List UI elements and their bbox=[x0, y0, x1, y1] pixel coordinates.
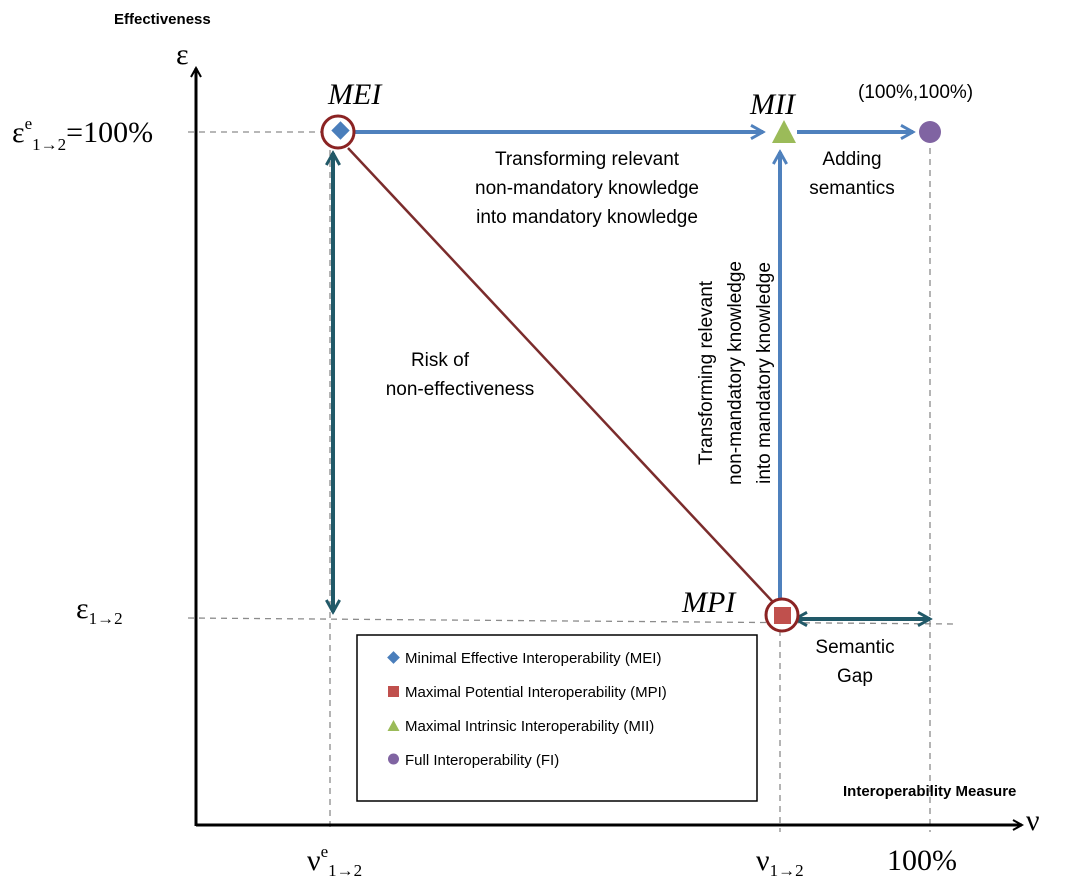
annotation-gap-line1: Semantic bbox=[815, 637, 894, 658]
y-axis-title: Effectiveness bbox=[114, 11, 211, 28]
legend-label-mpi: Maximal Potential Interoperability (MPI) bbox=[405, 684, 667, 701]
annotation-top-line3: into mandatory knowledge bbox=[476, 207, 698, 228]
x-left-sub: 1→2 bbox=[328, 861, 362, 880]
legend-label-mii: Maximal Intrinsic Interoperability (MII) bbox=[405, 718, 654, 735]
legend-box bbox=[356, 634, 758, 802]
annotation-adding-line2: semantics bbox=[809, 178, 895, 199]
y-top-value: =100% bbox=[66, 116, 153, 149]
y-top-sub: 1→2 bbox=[32, 135, 66, 154]
annotation-top-arrow: Transforming relevant non-mandatory know… bbox=[475, 149, 699, 228]
mii-triangle-marker bbox=[772, 120, 796, 143]
fi-circle-marker bbox=[919, 121, 941, 143]
legend-item-mei: Minimal Effective Interoperability (MEI) bbox=[387, 650, 661, 667]
annotation-vertical: Transforming relevant non-mandatory know… bbox=[696, 261, 775, 485]
x-left-main: ν bbox=[307, 844, 321, 877]
y-axis-symbol: ε bbox=[176, 38, 189, 71]
annotation-top-line2: non-mandatory knowledge bbox=[475, 178, 699, 199]
annotation-gap: Semantic Gap bbox=[815, 637, 894, 687]
mei-diamond-marker bbox=[331, 121, 350, 140]
x-mid-sub: 1→2 bbox=[770, 861, 804, 880]
legend-item-fi: Full Interoperability (FI) bbox=[388, 752, 559, 769]
x-tick-mid: ν1→2 bbox=[756, 844, 804, 880]
x-tick-right: 100% bbox=[887, 844, 957, 877]
svg-text:ε1→2: ε1→2 bbox=[76, 592, 123, 628]
x-axis-title: Interoperability Measure bbox=[843, 783, 1016, 800]
annotation-vertical-line1: Transforming relevant bbox=[696, 280, 717, 465]
annotation-risk: Risk of non-effectiveness bbox=[386, 350, 535, 400]
annotation-adding-line1: Adding bbox=[822, 149, 881, 170]
y-bottom-main: ε bbox=[76, 592, 89, 625]
legend-triangle-icon bbox=[387, 720, 400, 731]
x-axis-symbol: ν bbox=[1026, 804, 1040, 837]
svg-text:εe1→2=100%: εe 1→2=100% bbox=[12, 114, 153, 154]
legend-label-mei: Minimal Effective Interoperability (MEI) bbox=[405, 650, 661, 667]
mei-label: MEI bbox=[327, 78, 383, 111]
y-tick-bottom: ε1→2 bbox=[76, 592, 123, 628]
y-bottom-sub: 1→2 bbox=[89, 609, 123, 628]
legend-circle-icon bbox=[388, 753, 399, 765]
x-tick-left: νe1→2 bbox=[307, 842, 362, 880]
legend-item-mii: Maximal Intrinsic Interoperability (MII) bbox=[387, 718, 654, 735]
legend-square-icon bbox=[388, 686, 399, 697]
annotation-risk-line2: non-effectiveness bbox=[386, 379, 535, 400]
mii-label: MII bbox=[749, 88, 797, 121]
mpi-label: MPI bbox=[681, 586, 737, 619]
annotation-vertical-line3: into mandatory knowledge bbox=[754, 262, 775, 484]
annotation-risk-line1: Risk of bbox=[411, 350, 470, 371]
fi-coordinate-label: (100%,100%) bbox=[858, 82, 973, 103]
x-left-sup: e bbox=[321, 842, 329, 861]
legend-label-fi: Full Interoperability (FI) bbox=[405, 752, 559, 769]
mpi-square-marker bbox=[774, 607, 791, 624]
y-top-sup: e bbox=[25, 114, 33, 133]
legend-item-mpi: Maximal Potential Interoperability (MPI) bbox=[388, 684, 667, 701]
diagonal-line bbox=[347, 147, 773, 602]
svg-text:ν1→2: ν1→2 bbox=[756, 844, 804, 880]
x-mid-main: ν bbox=[756, 844, 770, 877]
annotation-gap-line2: Gap bbox=[837, 666, 873, 687]
y-top-main: ε bbox=[12, 116, 25, 149]
svg-text:νe1→2: νe1→2 bbox=[307, 842, 362, 880]
annotation-adding: Adding semantics bbox=[809, 149, 895, 199]
y-tick-top: εe 1→2=100% bbox=[12, 114, 153, 154]
legend: Minimal Effective Interoperability (MEI)… bbox=[356, 634, 758, 802]
annotation-top-line1: Transforming relevant bbox=[495, 149, 680, 170]
annotation-vertical-line2: non-mandatory knowledge bbox=[725, 261, 746, 485]
